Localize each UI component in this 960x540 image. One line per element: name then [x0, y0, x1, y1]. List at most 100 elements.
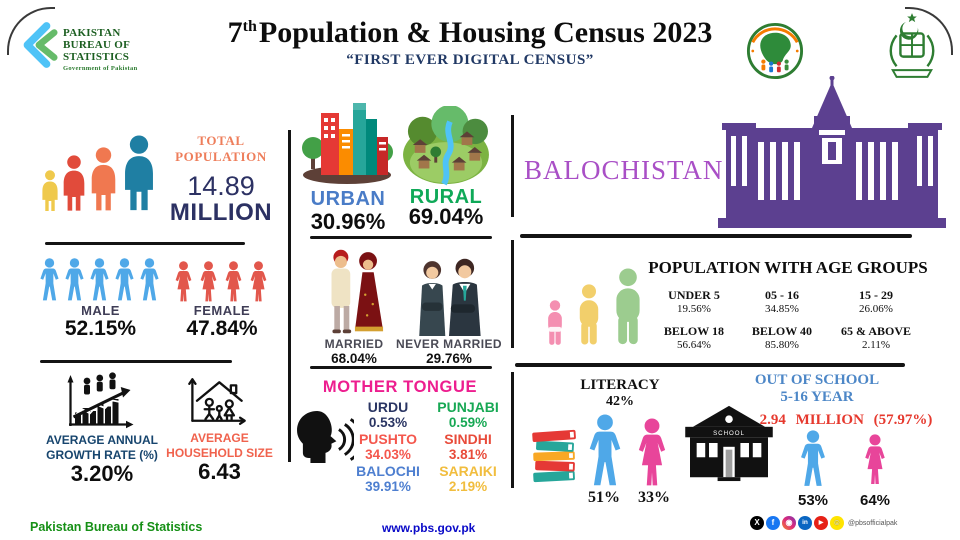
male-value: 52.15% — [64, 317, 137, 340]
never-married-couple-icon — [419, 258, 481, 336]
age-group-label: UNDER 5 — [668, 288, 720, 302]
language-name: URDU — [367, 399, 409, 415]
household-label-line1: AVERAGE — [190, 431, 249, 445]
growth-rate-label: AVERAGE ANNUAL GROWTH RATE (%) — [22, 433, 182, 463]
age-group-label: BELOW 40 — [751, 324, 813, 338]
rural-village-icon — [403, 106, 489, 186]
pbs-logo-line1: Pakistan — [63, 27, 121, 39]
growth-rate-label-line2: GROWTH RATE (%) — [46, 448, 158, 462]
growth-rate-value: 3.20% — [70, 461, 134, 486]
pbs-logo: Pakistan Bureau of Statistics Government… — [16, 20, 166, 84]
pbs-logo-line3: Statistics — [63, 51, 130, 64]
age-group-label: 05 - 16 — [765, 288, 799, 302]
footer-website-link[interactable]: www.pbs.gov.pk — [382, 521, 476, 535]
divider — [288, 130, 291, 462]
age-groups-title: POPULATION WITH AGE GROUPS — [648, 258, 928, 277]
age-group-value: 19.56% — [677, 303, 711, 315]
language-name: SINDHI — [444, 431, 492, 447]
married-label: MARRIED — [324, 337, 384, 351]
out-of-school-percent: (57.97%) — [873, 412, 933, 428]
balochistan-building-icon — [718, 76, 946, 228]
age-group-value: 26.06% — [859, 303, 893, 315]
youtube-icon[interactable]: ▶ — [814, 516, 828, 530]
out-of-school-title-line2: 5-16 YEAR — [780, 388, 854, 405]
page-title: 7thPopulation & Housing Census 2023 — [180, 16, 760, 49]
pakistan-emblem-icon — [889, 13, 935, 78]
out-of-school-male-icon — [796, 430, 830, 488]
linkedin-icon[interactable]: in — [798, 516, 812, 530]
never-married-label: NEVER MARRIED — [396, 337, 502, 351]
literacy-total-value: 42% — [606, 394, 634, 409]
x-icon[interactable]: X — [750, 516, 764, 530]
footer-organization: Pakistan Bureau of Statistics — [30, 520, 203, 534]
language-item-punjabi: PUNJABI 0.59% — [428, 399, 508, 431]
age-group-item: 15 - 29 26.06% — [826, 288, 926, 315]
divider — [45, 242, 245, 245]
social-handle: @pbsofficialpak — [848, 519, 898, 527]
facebook-icon[interactable]: f — [766, 516, 780, 530]
age-group-item: 05 - 16 34.85% — [738, 288, 826, 315]
household-label-line2: HOUSEHOLD SIZE — [166, 446, 273, 460]
title-text: Population & Housing Census 2023 — [258, 16, 713, 49]
language-value: 39.91% — [365, 479, 411, 495]
school-building-icon: SCHOOL — [685, 405, 773, 482]
language-item-pushto: PUSHTO 34.03% — [346, 431, 430, 463]
age-group-label: 65 & ABOVE — [840, 324, 911, 338]
census-logo-icon — [746, 22, 804, 80]
divider — [511, 240, 514, 348]
language-value: 2.19% — [448, 479, 488, 495]
female-label: FEMALE — [193, 303, 251, 318]
header-titles: 7thPopulation & Housing Census 2023 “FIR… — [180, 16, 760, 69]
books-stack-icon — [532, 429, 576, 483]
total-population-label-line2: POPULATION — [175, 149, 267, 165]
age-group-item: BELOW 18 56.64% — [650, 324, 738, 351]
growth-rate-label-line1: AVERAGE ANNUAL — [45, 433, 158, 447]
literacy-female-icon — [632, 418, 672, 488]
total-population-block: TOTAL POPULATION 14.89 MILLION — [158, 133, 284, 225]
divider — [515, 363, 905, 367]
rural-label: RURAL — [409, 186, 483, 208]
married-couple-icon — [331, 249, 384, 334]
out-of-school-unit: MILLION — [795, 412, 864, 428]
rural-value: 69.04% — [408, 204, 484, 229]
literacy-title: LITERACY — [580, 377, 660, 393]
age-group-value: 34.85% — [765, 303, 799, 315]
divider — [511, 115, 514, 217]
mother-tongue-title: MOTHER TONGUE — [322, 378, 478, 396]
age-groups-grid: UNDER 5 19.56% 05 - 16 34.85% 15 - 29 26… — [650, 288, 926, 351]
language-name: BALOCHI — [356, 463, 420, 479]
svg-text:SCHOOL: SCHOOL — [713, 430, 745, 437]
page-subtitle: “FIRST EVER DIGITAL CENSUS” — [346, 52, 594, 68]
urban-value: 30.96% — [310, 209, 386, 234]
language-value: 34.03% — [365, 447, 411, 463]
age-group-item: UNDER 5 19.56% — [650, 288, 738, 315]
pbs-logo-subtitle: Government of Pakistan — [63, 65, 138, 73]
out-of-school-highlight: 2.94 MILLION (57.97%) — [756, 412, 936, 429]
speaking-head-icon — [297, 411, 354, 463]
instagram-icon[interactable]: ◉ — [782, 516, 796, 530]
total-population-people-icon — [38, 132, 164, 212]
literacy-female-value: 33% — [638, 489, 670, 506]
age-group-value: 56.64% — [677, 339, 711, 351]
divider — [40, 360, 232, 363]
literacy-male-icon — [584, 414, 626, 488]
pbs-chevron-icon — [23, 22, 58, 68]
language-item-urdu: URDU 0.53% — [346, 399, 430, 431]
growth-chart-icon — [67, 372, 134, 429]
total-population-unit: MILLION — [169, 198, 273, 226]
urban-label: URBAN — [310, 188, 386, 210]
age-group-value: 2.11% — [861, 339, 890, 351]
total-population-label: TOTAL POPULATION — [158, 133, 284, 166]
province-title: BALOCHISTAN — [524, 155, 724, 185]
title-ordinal: th — [242, 18, 257, 35]
divider — [310, 236, 492, 239]
out-of-school-title-line1: OUT OF SCHOOL — [754, 372, 880, 388]
language-item-sindhi: SINDHI 3.81% — [428, 431, 508, 463]
out-of-school-female-value: 64% — [859, 492, 891, 509]
language-name: PUNJABI — [437, 399, 499, 415]
language-name: SARAIKI — [439, 463, 497, 479]
snapchat-icon[interactable]: ☺ — [830, 516, 844, 530]
age-group-item: BELOW 40 85.80% — [738, 324, 826, 351]
total-population-label-line1: TOTAL — [197, 133, 245, 148]
